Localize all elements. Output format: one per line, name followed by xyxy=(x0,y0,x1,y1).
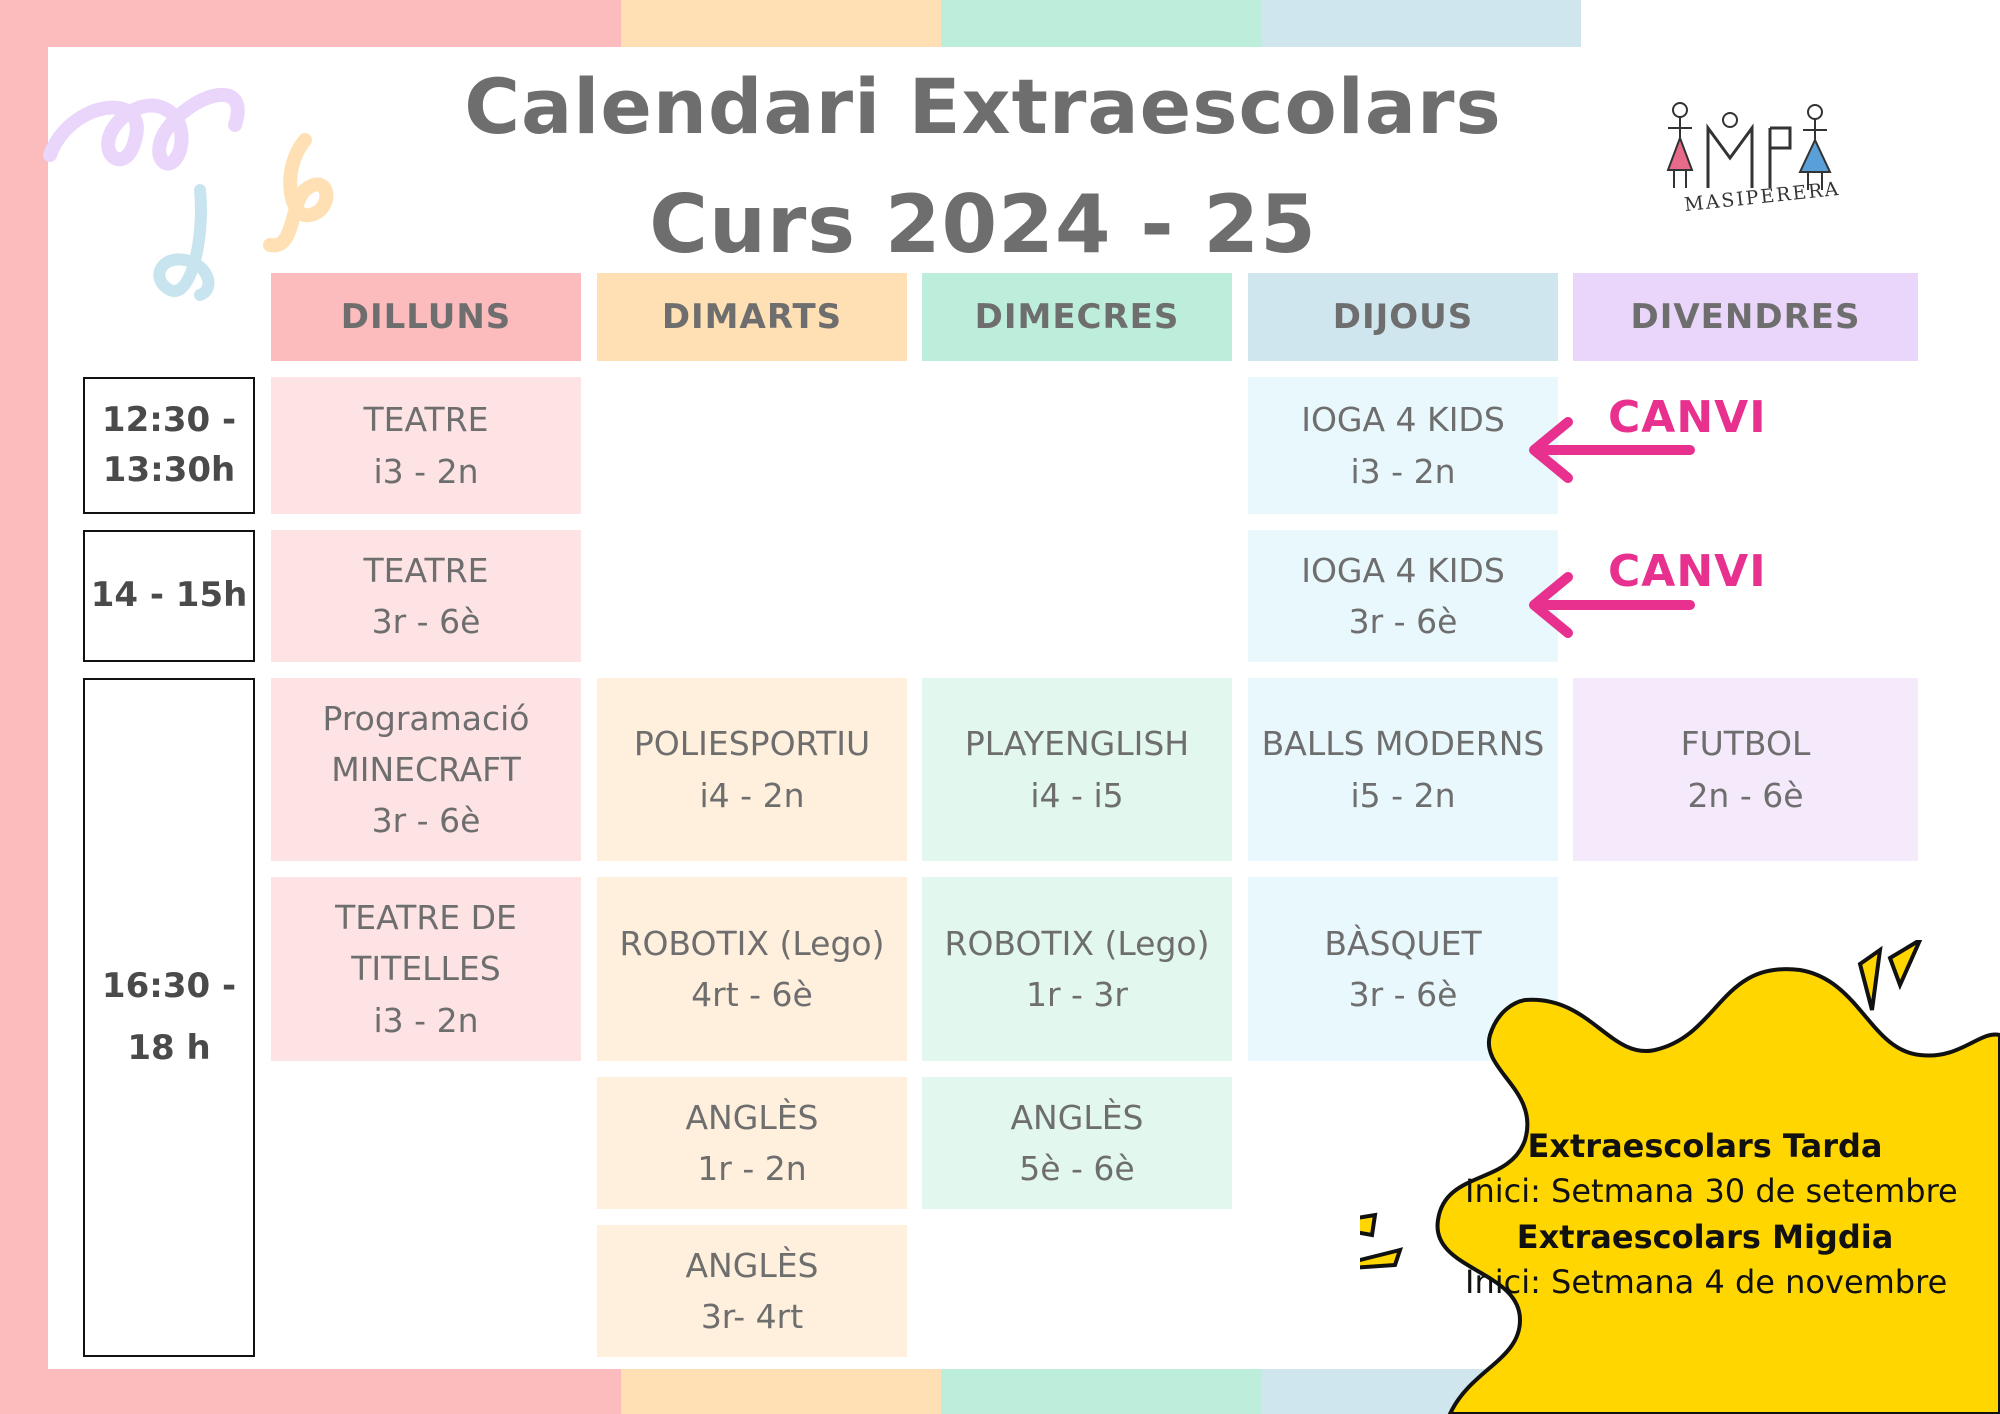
activity-grade: 3r - 6è xyxy=(1348,975,1458,1014)
frame-band-top-peach xyxy=(621,0,941,47)
blue-squiggle xyxy=(153,184,215,301)
stick-figures-logo-icon xyxy=(1666,102,1832,190)
activity-basquet[interactable]: BÀSQUET 3r - 6è xyxy=(1248,877,1558,1061)
time-slot-text: 18 h xyxy=(127,1027,211,1068)
activity-angles-3r-4rt[interactable]: ANGLÈS 3r- 4rt xyxy=(597,1225,907,1357)
activity-balls-moderns[interactable]: BALLS MODERNS i5 - 2n xyxy=(1248,678,1558,861)
callout-tarda-title: Extraescolars Tarda xyxy=(1527,1127,1883,1165)
activity-name: BÀSQUET xyxy=(1324,923,1482,963)
activity-name: BALLS MODERNS xyxy=(1261,724,1545,764)
activity-poliesportiu[interactable]: POLIESPORTIU i4 - 2n xyxy=(597,678,907,861)
activity-name: POLIESPORTIU xyxy=(633,724,871,764)
time-slot-text: 14 - 15h xyxy=(90,575,248,616)
activity-name: TEATRE xyxy=(363,550,489,590)
squiggle-decoration xyxy=(43,87,334,301)
activity-name: IOGA 4 KIDS xyxy=(1301,550,1505,590)
page-title: Calendari Extraescolars xyxy=(464,62,1502,151)
activity-grade: 3r - 6è xyxy=(371,602,481,641)
frame-band-bottom-peach xyxy=(621,1369,941,1414)
activity-name: PLAYENGLISH xyxy=(964,724,1190,764)
activity-grade: 4rt - 6è xyxy=(691,975,813,1014)
activity-grade: 1r - 3r xyxy=(1025,975,1128,1014)
activity-grade: 5è - 6è xyxy=(1019,1149,1135,1188)
activity-angles-1r-2n[interactable]: ANGLÈS 1r - 2n xyxy=(597,1077,907,1209)
activity-name: IOGA 4 KIDS xyxy=(1301,400,1505,440)
time-slot-text: 12:30 - xyxy=(101,400,237,441)
peach-squiggle xyxy=(263,133,334,253)
activity-name: ROBOTIX (Lego) xyxy=(619,923,885,963)
time-slot-migdia-2: 14 - 15h xyxy=(83,530,255,662)
callout-migdia-title: Extraescolars Migdia xyxy=(1516,1217,1894,1256)
frame-band-bottom-mint xyxy=(941,1369,1261,1414)
activity-name: ANGLÈS xyxy=(1010,1097,1144,1137)
activity-playenglish[interactable]: PLAYENGLISH i4 - i5 xyxy=(922,678,1232,861)
activity-grade: 1r - 2n xyxy=(697,1149,807,1188)
time-slot-text: 16:30 - xyxy=(101,966,237,1007)
activity-ioga-i3-2n[interactable]: IOGA 4 KIDS i3 - 2n xyxy=(1248,377,1558,514)
activity-grade: i3 - 2n xyxy=(373,451,479,491)
lavender-squiggle xyxy=(43,87,245,171)
activity-grade: i4 - 2n xyxy=(699,775,805,815)
activity-teatre-i3-2n[interactable]: TEATRE i3 - 2n xyxy=(271,377,581,514)
change-label: CANVI xyxy=(1608,546,1767,597)
day-header-dijous: DIJOUS xyxy=(1248,273,1558,361)
burst-accent-mark xyxy=(1887,940,1923,991)
activity-robotix-dimarts[interactable]: ROBOTIX (Lego) 4rt - 6è xyxy=(597,877,907,1061)
activity-grade: i3 - 2n xyxy=(373,1000,479,1040)
burst-accent-mark xyxy=(1360,1212,1378,1238)
start-dates-callout: Extraescolars Tarda Inici: Setmana 30 de… xyxy=(1465,1124,1958,1306)
change-arrow-icon xyxy=(1529,417,1695,483)
activity-grade: 3r - 6è xyxy=(371,801,481,841)
activity-grade: 3r- 4rt xyxy=(700,1297,804,1336)
activity-angles-5e-6e[interactable]: ANGLÈS 5è - 6è xyxy=(922,1077,1232,1209)
activity-programacio-minecraft[interactable]: Programació MINECRAFT 3r - 6è xyxy=(271,678,581,861)
time-slot-migdia-1: 12:30 - 13:30h xyxy=(83,377,255,514)
activity-ioga-3r-6e[interactable]: IOGA 4 KIDS 3r - 6è xyxy=(1248,530,1558,662)
activity-grade: i5 - 2n xyxy=(1350,775,1456,815)
callout-migdia-date: Inici: Setmana 4 de novembre xyxy=(1465,1263,1948,1302)
activity-teatre-3r-6e[interactable]: TEATRE 3r - 6è xyxy=(271,530,581,662)
frame-band-top-blue xyxy=(1261,0,1581,47)
change-label: CANVI xyxy=(1608,392,1767,443)
burst-accent-mark xyxy=(1857,945,1883,1011)
callout-tarda-date: Inici: Setmana 30 de setembre xyxy=(1465,1172,1958,1211)
page-subtitle: Curs 2024 - 25 xyxy=(649,178,1317,271)
activity-name: ROBOTIX (Lego) xyxy=(944,923,1210,963)
burst-accent-mark xyxy=(1360,1247,1404,1270)
burst-callout xyxy=(1360,940,2000,1414)
time-slot-tarda: 16:30 - 18 h xyxy=(83,678,255,1357)
time-slot-text: 13:30h xyxy=(102,449,236,490)
change-arrow-icon xyxy=(1529,572,1695,638)
activity-name: TEATRE xyxy=(363,400,489,440)
burst-shape xyxy=(1435,967,2000,1414)
day-header-divendres: DIVENDRES xyxy=(1573,273,1918,361)
activity-futbol[interactable]: FUTBOL 2n - 6è xyxy=(1573,678,1918,861)
activity-name: ANGLÈS xyxy=(685,1097,819,1137)
frame-band-top-mint xyxy=(941,0,1261,47)
activity-name: Programació xyxy=(322,698,530,738)
activity-name: TEATRE DE xyxy=(335,898,517,938)
day-header-dimarts: DIMARTS xyxy=(597,273,907,361)
activity-teatre-de-titelles[interactable]: TEATRE DE TITELLES i3 - 2n xyxy=(271,877,581,1061)
day-header-dilluns: DILLUNS xyxy=(271,273,581,361)
activity-name: MINECRAFT xyxy=(331,749,521,789)
activity-name: FUTBOL xyxy=(1680,724,1811,764)
activity-robotix-dimecres[interactable]: ROBOTIX (Lego) 1r - 3r xyxy=(922,877,1232,1061)
day-header-dimecres: DIMECRES xyxy=(922,273,1232,361)
activity-name: TITELLES xyxy=(351,949,501,989)
activity-grade: i3 - 2n xyxy=(1350,451,1456,491)
activity-name: ANGLÈS xyxy=(685,1245,819,1285)
activity-grade: 3r - 6è xyxy=(1348,602,1458,641)
activity-grade: i4 - i5 xyxy=(1030,775,1124,815)
activity-grade: 2n - 6è xyxy=(1687,775,1804,815)
